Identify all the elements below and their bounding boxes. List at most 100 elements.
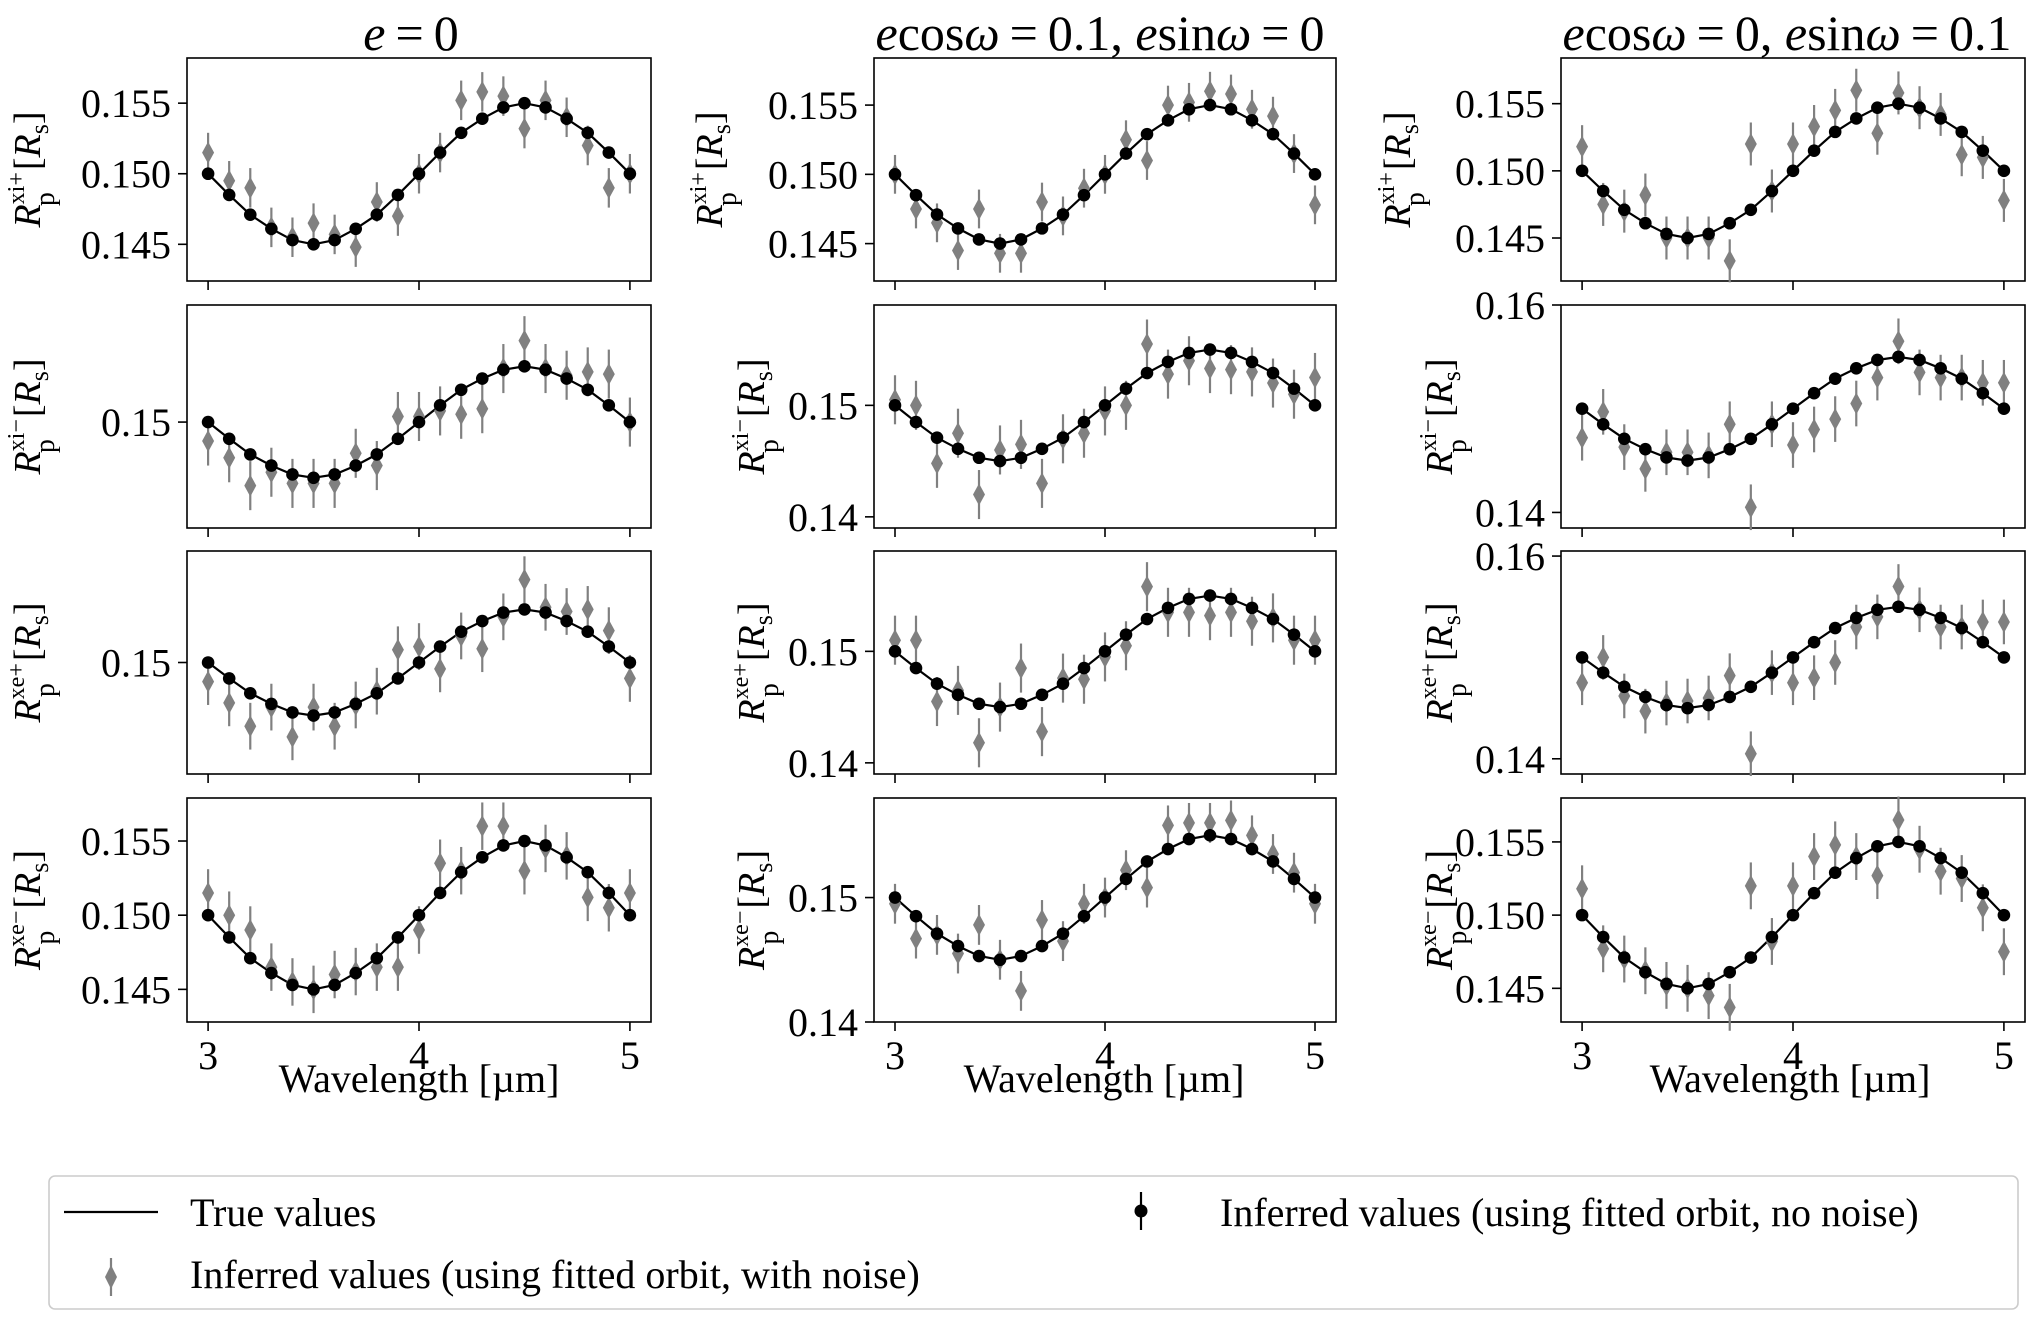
- noise-point-diamond: [1015, 657, 1027, 680]
- noise-point-diamond: [1141, 333, 1153, 356]
- noise-point-diamond: [476, 397, 489, 420]
- noise-point-diamond: [1997, 940, 2010, 963]
- nonoise-point: [1934, 112, 1947, 125]
- noise-point-diamond: [602, 363, 615, 386]
- panel-r1-c2: 0.145 0.150 0.155 Rxi+p[Rs]: [686, 57, 1337, 290]
- nonoise-point: [1702, 227, 1715, 241]
- nonoise-point: [1203, 589, 1217, 602]
- nonoise-point: [1098, 399, 1112, 412]
- nonoise-point: [454, 865, 468, 879]
- noise-point-diamond: [455, 403, 468, 426]
- nonoise-point: [1660, 227, 1673, 241]
- x-axis-label-col1: Wavelength [µm]: [279, 1056, 560, 1101]
- nonoise-point: [1182, 832, 1196, 846]
- noise-point-diamond: [1787, 132, 1799, 155]
- nonoise-point: [972, 949, 986, 963]
- nonoise-point: [1119, 147, 1133, 160]
- y-tick-label: 0.145: [1455, 216, 1545, 261]
- nonoise-point: [930, 677, 944, 690]
- noise-point-diamond: [1702, 984, 1715, 1007]
- nonoise-point: [307, 238, 320, 251]
- nonoise-point: [222, 931, 236, 944]
- nonoise-point: [1871, 101, 1884, 115]
- nonoise-point: [349, 222, 363, 236]
- noise-point-diamond: [1639, 184, 1652, 207]
- nonoise-point: [1702, 977, 1715, 991]
- nonoise-point: [1681, 982, 1694, 995]
- nonoise-point: [930, 431, 944, 444]
- nonoise-point: [349, 459, 363, 472]
- noise-point-diamond: [1120, 128, 1132, 151]
- nonoise-point: [518, 834, 531, 848]
- nonoise-point: [1140, 127, 1154, 141]
- nonoise-point: [1828, 866, 1842, 879]
- nonoise-point: [412, 908, 426, 922]
- nonoise-point: [1140, 612, 1154, 626]
- noise-point-diamond: [518, 329, 531, 352]
- y-tick-label: 0.14: [1475, 737, 1545, 782]
- nonoise-point: [475, 112, 489, 125]
- noise-point-diamond: [1871, 864, 1884, 887]
- y-tick-label: 0.150: [1455, 893, 1545, 938]
- noise-point-diamond: [1976, 896, 1989, 919]
- noise-point-diamond: [518, 117, 531, 140]
- nonoise-point: [497, 363, 510, 376]
- nonoise-point: [909, 661, 923, 675]
- nonoise-point: [1161, 355, 1175, 369]
- y-tick-label: 0.15: [101, 400, 171, 445]
- noise-point-diamond: [202, 670, 215, 693]
- panel-r4-c1: 3 4 5 0.145 0.150 0.155 Rxe−p[Rs]: [4, 797, 652, 1078]
- nonoise-point: [1660, 698, 1673, 712]
- panel-r1-c1: 0.145 0.150 0.155 Rxi+p[Rs]: [4, 57, 652, 290]
- nonoise-point: [1955, 125, 1969, 139]
- nonoise-point: [391, 931, 405, 944]
- nonoise-point: [433, 886, 447, 900]
- noise-point-diamond: [391, 638, 404, 661]
- x-tick-label: 4: [1095, 1033, 1115, 1078]
- nonoise-point: [265, 966, 278, 980]
- noise-point-diamond: [1871, 366, 1884, 389]
- nonoise-point: [201, 167, 215, 181]
- nonoise-point: [1575, 402, 1589, 416]
- noise-point-diamond: [202, 430, 215, 453]
- nonoise-point: [1976, 144, 1990, 157]
- nonoise-point: [1014, 697, 1028, 711]
- noise-point-diamond: [1787, 874, 1799, 897]
- x-tick-label: 3: [885, 1033, 905, 1078]
- noise-point-diamond: [1078, 422, 1090, 445]
- nonoise-point: [560, 614, 573, 628]
- nonoise-point: [370, 951, 384, 965]
- y-tick-label: 0.150: [81, 152, 171, 197]
- legend-noise-diamond-icon: [105, 1265, 117, 1289]
- noise-point-diamond: [1723, 996, 1736, 1019]
- legend-true-label: True values: [190, 1190, 376, 1235]
- nonoise-point: [1575, 164, 1589, 178]
- noise-point-diamond: [1808, 845, 1821, 868]
- nonoise-point: [1035, 939, 1049, 953]
- noise-point-diamond: [1036, 191, 1048, 214]
- nonoise-point: [222, 432, 236, 446]
- noise-point-diamond: [476, 637, 489, 660]
- nonoise-point: [1014, 233, 1028, 246]
- nonoise-point: [1203, 829, 1217, 842]
- noise-point-diamond: [1309, 629, 1321, 652]
- nonoise-point: [1765, 666, 1779, 679]
- nonoise-point: [993, 953, 1007, 967]
- nonoise-point: [1807, 886, 1821, 900]
- noise-point-diamond: [1246, 824, 1258, 847]
- noise-point-diamond: [1808, 418, 1821, 441]
- noise-point-diamond: [889, 629, 901, 652]
- nonoise-point: [1035, 442, 1049, 456]
- noise-point-diamond: [581, 360, 594, 383]
- noise-point-diamond: [1597, 937, 1610, 960]
- noise-point-diamond: [1576, 135, 1589, 158]
- nonoise-point: [909, 415, 923, 429]
- nonoise-point: [1807, 386, 1821, 400]
- nonoise-point: [1203, 98, 1217, 112]
- nonoise-point: [1639, 216, 1652, 230]
- noise-point-diamond: [1744, 496, 1757, 519]
- y-axis-label: Rxi−p[Rs]: [1416, 358, 1473, 475]
- nonoise-point: [1077, 909, 1091, 923]
- nonoise-point: [1786, 651, 1800, 664]
